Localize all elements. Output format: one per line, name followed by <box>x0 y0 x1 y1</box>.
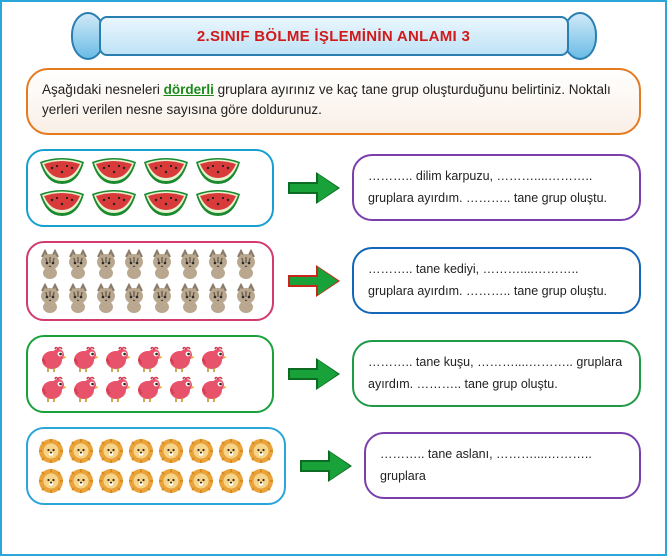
cat-icon <box>206 249 230 279</box>
cat-icon <box>178 249 202 279</box>
cat-icon <box>38 283 62 313</box>
answer-box: ……….. tane kediyi, ………....……….. gruplara… <box>352 247 641 314</box>
cat-icon <box>150 249 174 279</box>
lion-icon <box>188 438 214 464</box>
exercise-row: ……….. dilim karpuzu, ………....……….. grupla… <box>26 149 641 227</box>
cat-icon <box>234 249 258 279</box>
lion-icon <box>248 468 274 494</box>
lion-icon <box>98 468 124 494</box>
bird-icon <box>70 346 98 372</box>
cat-icon <box>38 249 62 279</box>
object-box <box>26 241 274 321</box>
cat-icon <box>122 249 146 279</box>
bird-icon <box>38 376 66 402</box>
arrow-icon <box>288 269 338 293</box>
object-box <box>26 427 286 505</box>
watermelon-icon <box>194 190 242 218</box>
object-line <box>38 158 262 186</box>
lion-icon <box>68 438 94 464</box>
lion-icon <box>128 438 154 464</box>
bird-icon <box>198 346 226 372</box>
lion-icon <box>38 438 64 464</box>
arrow-icon <box>288 176 338 200</box>
object-line <box>38 249 262 279</box>
instruction-box: Aşağıdaki nesneleri dörderli gruplara ay… <box>26 68 641 135</box>
page-title: 2.SINIF BÖLME İŞLEMİNİN ANLAMI 3 <box>197 28 470 45</box>
lion-icon <box>128 468 154 494</box>
exercise-rows: ……….. dilim karpuzu, ………....……….. grupla… <box>26 149 641 505</box>
lion-icon <box>158 438 184 464</box>
cat-icon <box>66 249 90 279</box>
cat-icon <box>94 249 118 279</box>
bird-icon <box>38 346 66 372</box>
lion-icon <box>188 468 214 494</box>
instruction-pre: Aşağıdaki nesneleri <box>42 82 164 97</box>
lion-icon <box>158 468 184 494</box>
title-banner: 2.SINIF BÖLME İŞLEMİNİN ANLAMI 3 <box>89 16 579 56</box>
watermelon-icon <box>142 158 190 186</box>
cat-icon <box>150 283 174 313</box>
watermelon-icon <box>194 158 242 186</box>
exercise-row: ……….. tane kuşu, ………....……….. gruplara a… <box>26 335 641 413</box>
bird-icon <box>166 376 194 402</box>
bird-icon <box>166 346 194 372</box>
lion-icon <box>68 468 94 494</box>
bird-icon <box>102 376 130 402</box>
lion-icon <box>218 468 244 494</box>
exercise-row: ……….. tane kediyi, ………....……….. gruplara… <box>26 241 641 321</box>
arrow-icon <box>288 362 338 386</box>
lion-icon <box>248 438 274 464</box>
cat-icon <box>66 283 90 313</box>
object-line <box>38 346 262 372</box>
object-box <box>26 335 274 413</box>
object-box <box>26 149 274 227</box>
exercise-row: ……….. tane aslanı, ………....……….. gruplara <box>26 427 641 505</box>
answer-box: ……….. dilim karpuzu, ………....……….. grupla… <box>352 154 641 221</box>
bird-icon <box>198 376 226 402</box>
instruction-highlight: dörderli <box>164 82 214 97</box>
watermelon-icon <box>90 158 138 186</box>
lion-icon <box>98 438 124 464</box>
answer-box: ……….. tane aslanı, ………....……….. gruplara <box>364 432 641 499</box>
watermelon-icon <box>38 158 86 186</box>
cat-icon <box>94 283 118 313</box>
object-line <box>38 190 262 218</box>
bird-icon <box>102 346 130 372</box>
cat-icon <box>178 283 202 313</box>
banner-body: 2.SINIF BÖLME İŞLEMİNİN ANLAMI 3 <box>99 16 569 56</box>
cat-icon <box>234 283 258 313</box>
object-line <box>38 283 262 313</box>
bird-icon <box>134 346 162 372</box>
arrow-icon <box>300 454 350 478</box>
watermelon-icon <box>38 190 86 218</box>
cat-icon <box>206 283 230 313</box>
watermelon-icon <box>90 190 138 218</box>
answer-box: ……….. tane kuşu, ………....……….. gruplara a… <box>352 340 641 407</box>
object-line <box>38 468 274 494</box>
lion-icon <box>38 468 64 494</box>
bird-icon <box>70 376 98 402</box>
cat-icon <box>122 283 146 313</box>
lion-icon <box>218 438 244 464</box>
object-line <box>38 376 262 402</box>
bird-icon <box>134 376 162 402</box>
watermelon-icon <box>142 190 190 218</box>
object-line <box>38 438 274 464</box>
